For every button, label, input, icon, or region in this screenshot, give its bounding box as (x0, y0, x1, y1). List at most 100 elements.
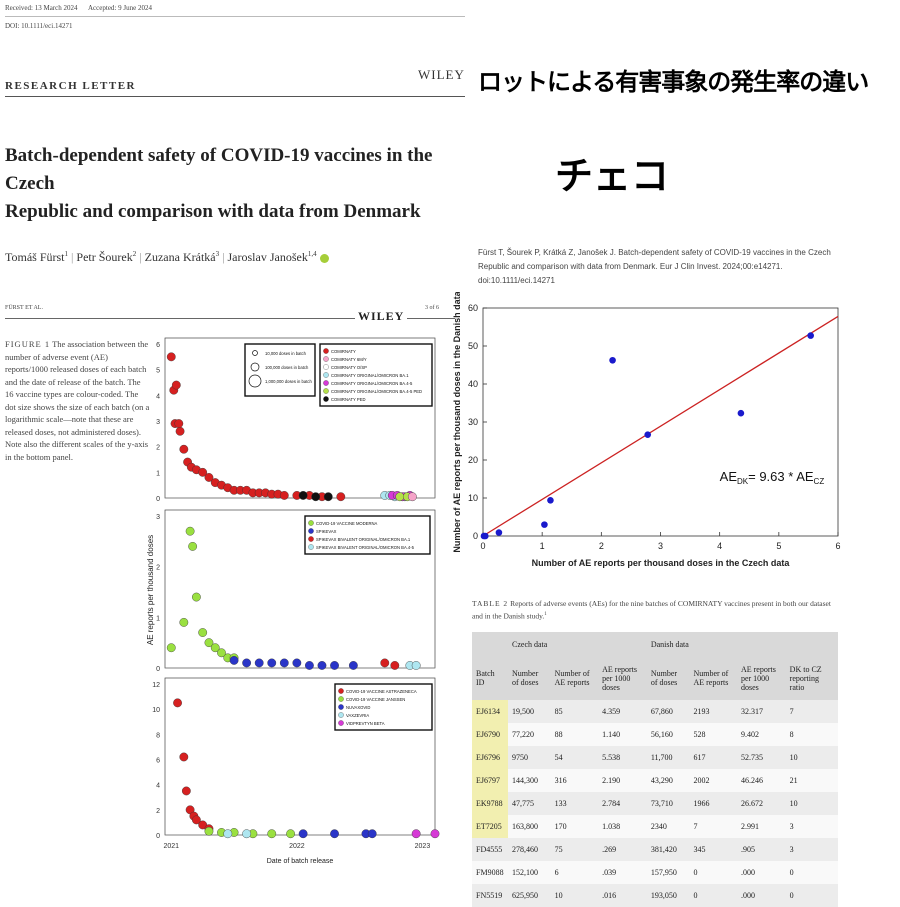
data-point (229, 655, 239, 665)
table-cell: 26.672 (740, 799, 763, 808)
table-cell: 6 (554, 868, 559, 877)
table-cell: 4.359 (602, 707, 621, 716)
table-cell: 43,290 (650, 776, 673, 785)
table-cell: 144,300 (512, 776, 539, 785)
legend-label: COVID-19 VACCINE ASTRAZENECA (346, 689, 417, 694)
table-cell: .016 (602, 891, 617, 900)
table-cell: 528 (693, 730, 706, 739)
table-row: ET7205 163,800 170 1.038 2340 7 2.991 3 (472, 815, 838, 838)
data-point (495, 529, 503, 536)
author-1[interactable]: Tomáš Fürst (5, 250, 65, 264)
table-cell: 9.402 (740, 730, 759, 739)
data-point (267, 658, 277, 668)
table-cell: 32.317 (740, 707, 763, 716)
author-3[interactable]: Zuzana Krátká (144, 250, 216, 264)
data-point (179, 444, 189, 454)
legend-label: SPIKEVAX BIVALENT ORIGINAL/OMICRON BA.1 (316, 537, 411, 542)
x-tick-label: 4 (717, 541, 722, 551)
table-cell: 52.735 (740, 753, 763, 762)
x-tick-label: 2021 (163, 843, 179, 850)
data-point (171, 380, 181, 390)
table-cell: 7 (693, 822, 698, 831)
orcid-icon[interactable] (319, 253, 329, 263)
table-cell: 75 (554, 845, 563, 854)
table-row: FM9088 152,100 6 .039 157,950 0 .000 0 (472, 861, 838, 884)
legend-swatch (338, 704, 344, 710)
legend-label: VIDPREVTYN BETA (346, 721, 385, 726)
data-point (407, 492, 417, 502)
table-cell: 5.538 (602, 753, 621, 762)
section-label: RESEARCH LETTER (5, 80, 137, 92)
author-3-affil: 3 (215, 250, 220, 258)
table-cell: 2.784 (602, 799, 621, 808)
jp-subtitle: チェコ (555, 154, 670, 198)
accepted-date: Accepted: 9 June 2024 (88, 4, 152, 12)
size-legend-label: 10,000 doses in batch (265, 351, 307, 356)
x-axis-label: Date of batch release (267, 858, 334, 865)
legend-swatch (323, 396, 329, 402)
y-tick-label: 3 (156, 514, 160, 521)
legend-swatch (323, 372, 329, 378)
panel-legend (334, 683, 433, 731)
table-cell: 3 (789, 822, 794, 831)
table-cell: 625,950 (512, 891, 539, 900)
figure-caption: FIGURE 1 The association between the num… (5, 338, 150, 463)
paper-header: Received: 13 March 2024 Accepted: 9 June… (0, 0, 470, 290)
table-cell: 1.140 (602, 730, 621, 739)
y-tick-label: 5 (156, 368, 160, 375)
table-cell: .905 (740, 845, 755, 854)
batch-id-cell: FN5519 (476, 891, 503, 900)
data-point (311, 492, 321, 502)
table-cell: .000 (740, 891, 755, 900)
y-tick-label: 0 (156, 496, 160, 503)
data-point (737, 409, 745, 417)
legend-swatch (308, 536, 314, 542)
legend-label: SPIKEVAX BIVALENT ORIGINAL/OMICRON BA.4-… (316, 545, 415, 550)
y-axis-label: Number of AE reports per thousand doses … (452, 292, 462, 553)
data-point (292, 658, 302, 668)
citation: Fürst T, Šourek P, Krátká Z, Janošek J. … (478, 248, 831, 285)
page-number: 3 of 6 (425, 305, 439, 311)
table-cell: 73,710 (650, 799, 673, 808)
table-cell: 617 (693, 753, 706, 762)
table-cell: 152,100 (512, 868, 539, 877)
batch-id-cell: EJ6797 (472, 769, 509, 792)
data-point (807, 332, 814, 339)
table-cell: 170 (554, 822, 567, 831)
data-point (198, 628, 208, 637)
legend-label: COMIRNATY ORIGINAL/OMICRON BA.4-5 PED (331, 389, 422, 394)
table-cell: 157,950 (650, 868, 677, 877)
table-row: EJ6790 77,220 88 1.140 56,160 528 9.402 8 (472, 723, 838, 746)
data-point (191, 815, 201, 825)
data-point (279, 491, 289, 500)
data-point (166, 352, 176, 362)
panel-legend (304, 515, 431, 555)
data-point (173, 698, 182, 708)
doi: DOI: 10.1111/eci.14271 (5, 22, 73, 30)
data-point (188, 541, 198, 551)
data-point (547, 496, 554, 504)
data-point (210, 643, 220, 653)
y-tick-label: 2 (156, 565, 160, 572)
table-cell: 10 (554, 891, 563, 900)
figure-label: FIGURE 1 (5, 339, 51, 349)
table-cell: 2002 (693, 776, 710, 785)
y-tick-label: 0 (156, 666, 160, 673)
x-tick-label: 5 (776, 541, 781, 551)
author-4[interactable]: Jaroslav Janošek (227, 250, 308, 264)
legend-label: COMIRNATY ORIGINAL/OMICRON BA.1 (331, 373, 409, 378)
y-tick-label: 1 (156, 615, 160, 622)
fit-annotation: AEDK= 9.63 * AECZ (720, 469, 825, 486)
data-point (411, 661, 421, 670)
y-tick-label: 50 (468, 341, 478, 351)
x-tick-label: 3 (658, 541, 663, 551)
size-swatch (248, 374, 262, 388)
table-caption-text: Reports of adverse events (AEs) for the … (472, 599, 831, 621)
table-cell: 278,460 (512, 845, 539, 854)
author-list: Tomáš Fürst1 | Petr Šourek2 | Zuzana Krá… (5, 250, 329, 265)
author-2[interactable]: Petr Šourek (76, 250, 133, 264)
legend-label: SPIKEVAX (316, 529, 337, 534)
data-point (174, 419, 184, 428)
